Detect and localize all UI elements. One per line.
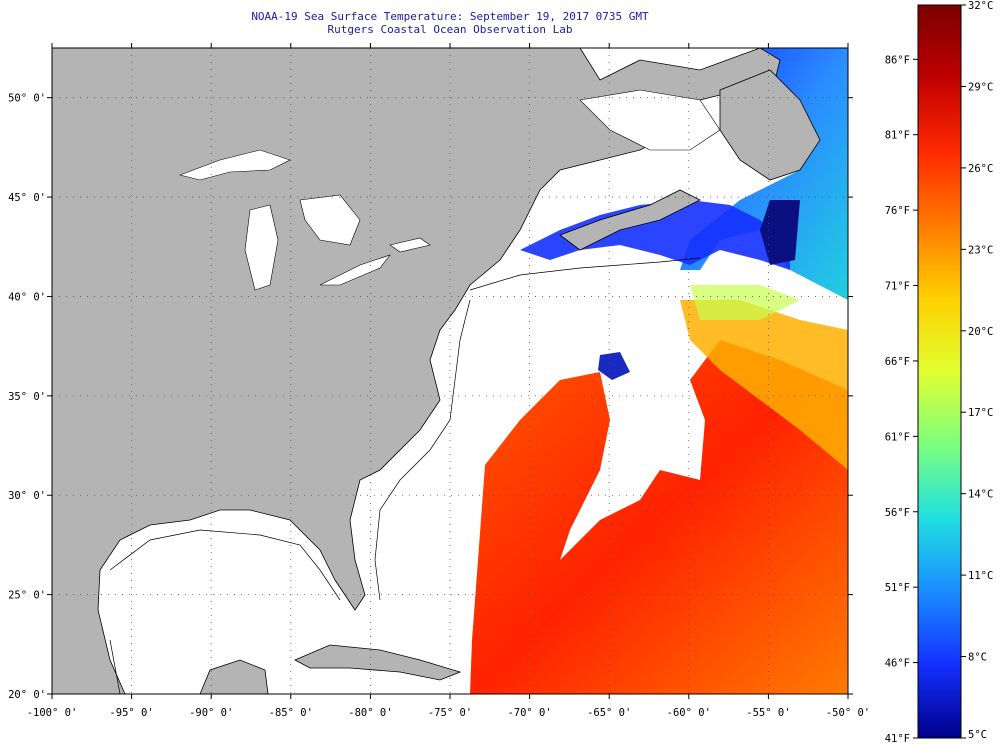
colorbar [917,4,962,739]
celsius-label: 5°C [968,729,987,741]
yucatan-land [199,659,269,694]
lon-tick-label: -85° 0' [269,707,313,719]
fahrenheit-label: 66°F [885,356,910,368]
fahrenheit-label: 46°F [885,658,910,670]
longitude-ticks: -100° 0' -95° 0' -90° 0' -85° 0' -80° 0' -75°… [27,43,870,719]
map-title: NOAA-19 Sea Surface Temperature: Septemb… [251,10,649,23]
lon-tick-label: -100° 0' [27,707,78,719]
fahrenheit-label: 76°F [885,205,910,217]
sst-warm-region [470,340,848,694]
celsius-label: 32°C [968,0,993,12]
fahrenheit-label: 41°F [885,733,910,745]
lon-tick-label: -55° 0' [746,707,790,719]
lon-tick-label: -50° 0' [826,707,870,719]
celsius-label: 11°C [968,570,993,582]
lon-tick-label: -70° 0' [507,707,551,719]
sst-coastal-cold-region [520,200,790,270]
lon-tick-label: -90° 0' [189,707,233,719]
fahrenheit-label: 81°F [885,130,910,142]
lat-tick-label: 45° 0' [8,192,46,204]
gulf-of-st-lawrence [579,89,721,151]
cuba-land [294,644,462,681]
lat-tick-label: 50° 0' [8,93,46,105]
fahrenheit-label: 51°F [885,582,910,594]
nova-scotia-land [559,189,701,251]
lon-tick-label: -95° 0' [109,707,153,719]
lat-tick-label: 25° 0' [8,590,46,602]
lat-tick-label: 40° 0' [8,291,46,303]
fahrenheit-label: 61°F [885,431,910,443]
map-subtitle: Rutgers Coastal Ocean Observation Lab [327,23,573,36]
celsius-label: 26°C [968,163,993,175]
celsius-label: 29°C [968,81,993,93]
lat-tick-label: 30° 0' [8,490,46,502]
sst-mid-region [680,300,848,470]
lon-tick-label: -80° 0' [348,707,392,719]
lake-erie [319,254,391,286]
lat-tick-label: 35° 0' [8,391,46,403]
graticule-grid [52,48,848,694]
celsius-label: 17°C [968,407,993,419]
lon-tick-label: -75° 0' [428,707,472,719]
lake-ontario [389,237,431,253]
lon-tick-label: -60° 0' [667,707,711,719]
sst-cool-mixed-region [690,285,800,320]
fahrenheit-label: 86°F [885,54,910,66]
lat-tick-label: 20° 0' [8,689,46,701]
fahrenheit-label: 71°F [885,281,910,293]
map-layers [52,48,848,694]
colorbar-ticks: 32°C 29°C 26°C 23°C 20°C 17°C 14°C 11°C 8°C 5°C 86… [885,0,994,745]
lake-superior [178,149,291,181]
sst-cold-patch [760,200,800,265]
sst-small-cold-patch [598,352,630,380]
celsius-label: 8°C [968,652,987,664]
shelf-contour-line [109,257,701,694]
lake-michigan [244,204,279,291]
celsius-label: 14°C [968,489,993,501]
celsius-label: 20°C [968,326,993,338]
lon-tick-label: -65° 0' [587,707,631,719]
lake-huron [299,194,361,246]
fahrenheit-label: 56°F [885,507,910,519]
celsius-label: 23°C [968,244,993,256]
latitude-ticks: 20° 0' 25° 0' 30° 0' 35° 0' 40° 0' 45° 0' 50° … [8,93,853,701]
